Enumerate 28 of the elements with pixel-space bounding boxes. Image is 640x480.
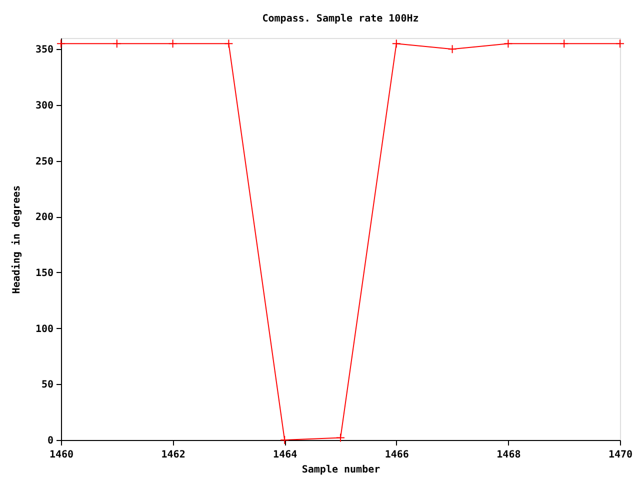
y-tick-label: 150 xyxy=(35,268,54,279)
point xyxy=(224,39,234,48)
chart-title: Compass. Sample rate 100Hz xyxy=(262,14,419,25)
point xyxy=(616,39,624,48)
y-tick-label: 350 xyxy=(35,44,54,56)
y-tick-label: 250 xyxy=(35,156,54,168)
y-tick-label: 0 xyxy=(47,436,54,446)
point xyxy=(392,39,401,48)
point xyxy=(448,44,457,54)
y-axis-title: Heading in degrees xyxy=(10,185,22,294)
point xyxy=(112,39,122,48)
x-tick-label: 1468 xyxy=(496,450,521,460)
point xyxy=(504,39,513,48)
x-tick-label: 1460 xyxy=(49,450,74,460)
x-tick-label: 1470 xyxy=(608,450,633,460)
y-tick-label: 300 xyxy=(35,100,54,112)
y-tick-label: 200 xyxy=(35,212,54,224)
point xyxy=(168,39,178,48)
point xyxy=(560,39,569,48)
point xyxy=(336,433,345,442)
point xyxy=(280,436,290,444)
y-tick-label: 100 xyxy=(35,324,54,335)
point xyxy=(56,39,66,48)
x-tick-label: 1462 xyxy=(161,450,186,460)
y-tick-label: 50 xyxy=(41,380,54,391)
x-tick-label: 1466 xyxy=(384,450,409,460)
x-tick-label: 1464 xyxy=(273,450,298,460)
x-axis-title: Sample number xyxy=(302,464,380,476)
